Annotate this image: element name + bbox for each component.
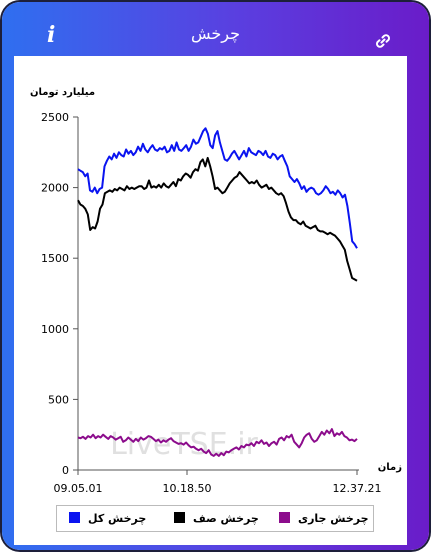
legend-swatch-current xyxy=(279,512,290,523)
series-line-0 xyxy=(77,127,358,249)
info-icon[interactable]: i xyxy=(47,22,56,48)
app-window: i چرخش میلیارد تومان 2500 2000 1500 1000 500 0… xyxy=(2,2,429,550)
legend-item-total[interactable]: چرخش کل xyxy=(69,512,146,525)
legend-label-current: چرخش جاری xyxy=(298,512,369,525)
x-tick-label: 10.18.50 xyxy=(163,482,212,495)
header-bar: i چرخش xyxy=(2,2,429,56)
legend-label-queue: چرخش صف xyxy=(193,512,259,525)
x-tick-label: 09.05.01 xyxy=(54,482,103,495)
legend-item-queue[interactable]: چرخش صف xyxy=(174,512,259,525)
series-line-2 xyxy=(77,428,358,457)
y-tick-label: 2500 xyxy=(41,111,69,124)
y-tick-label: 500 xyxy=(48,393,69,406)
x-axis-label: زمان xyxy=(378,462,402,473)
page-title: چرخش xyxy=(190,24,240,43)
chart: میلیارد تومان 2500 2000 1500 1000 500 0 09.05.0… xyxy=(30,87,402,495)
y-tick-label: 2000 xyxy=(41,182,69,195)
legend-swatch-total xyxy=(69,512,80,523)
y-tick-label: 1500 xyxy=(41,252,69,265)
y-axis-label: میلیارد تومان xyxy=(30,87,95,98)
chart-panel: میلیارد تومان 2500 2000 1500 1000 500 0 09.05.0… xyxy=(14,56,407,545)
chart-legend: چرخش کل چرخش صف چرخش جاری xyxy=(56,505,374,532)
legend-swatch-queue xyxy=(174,512,185,523)
legend-item-current[interactable]: چرخش جاری xyxy=(279,512,369,525)
link-icon[interactable] xyxy=(374,32,392,50)
series-line-1 xyxy=(77,156,358,282)
y-tick-label: 1000 xyxy=(41,323,69,336)
y-tick-label: 0 xyxy=(62,464,69,477)
x-tick-label: 12.37.21 xyxy=(333,482,382,495)
legend-label-total: چرخش کل xyxy=(88,512,146,525)
